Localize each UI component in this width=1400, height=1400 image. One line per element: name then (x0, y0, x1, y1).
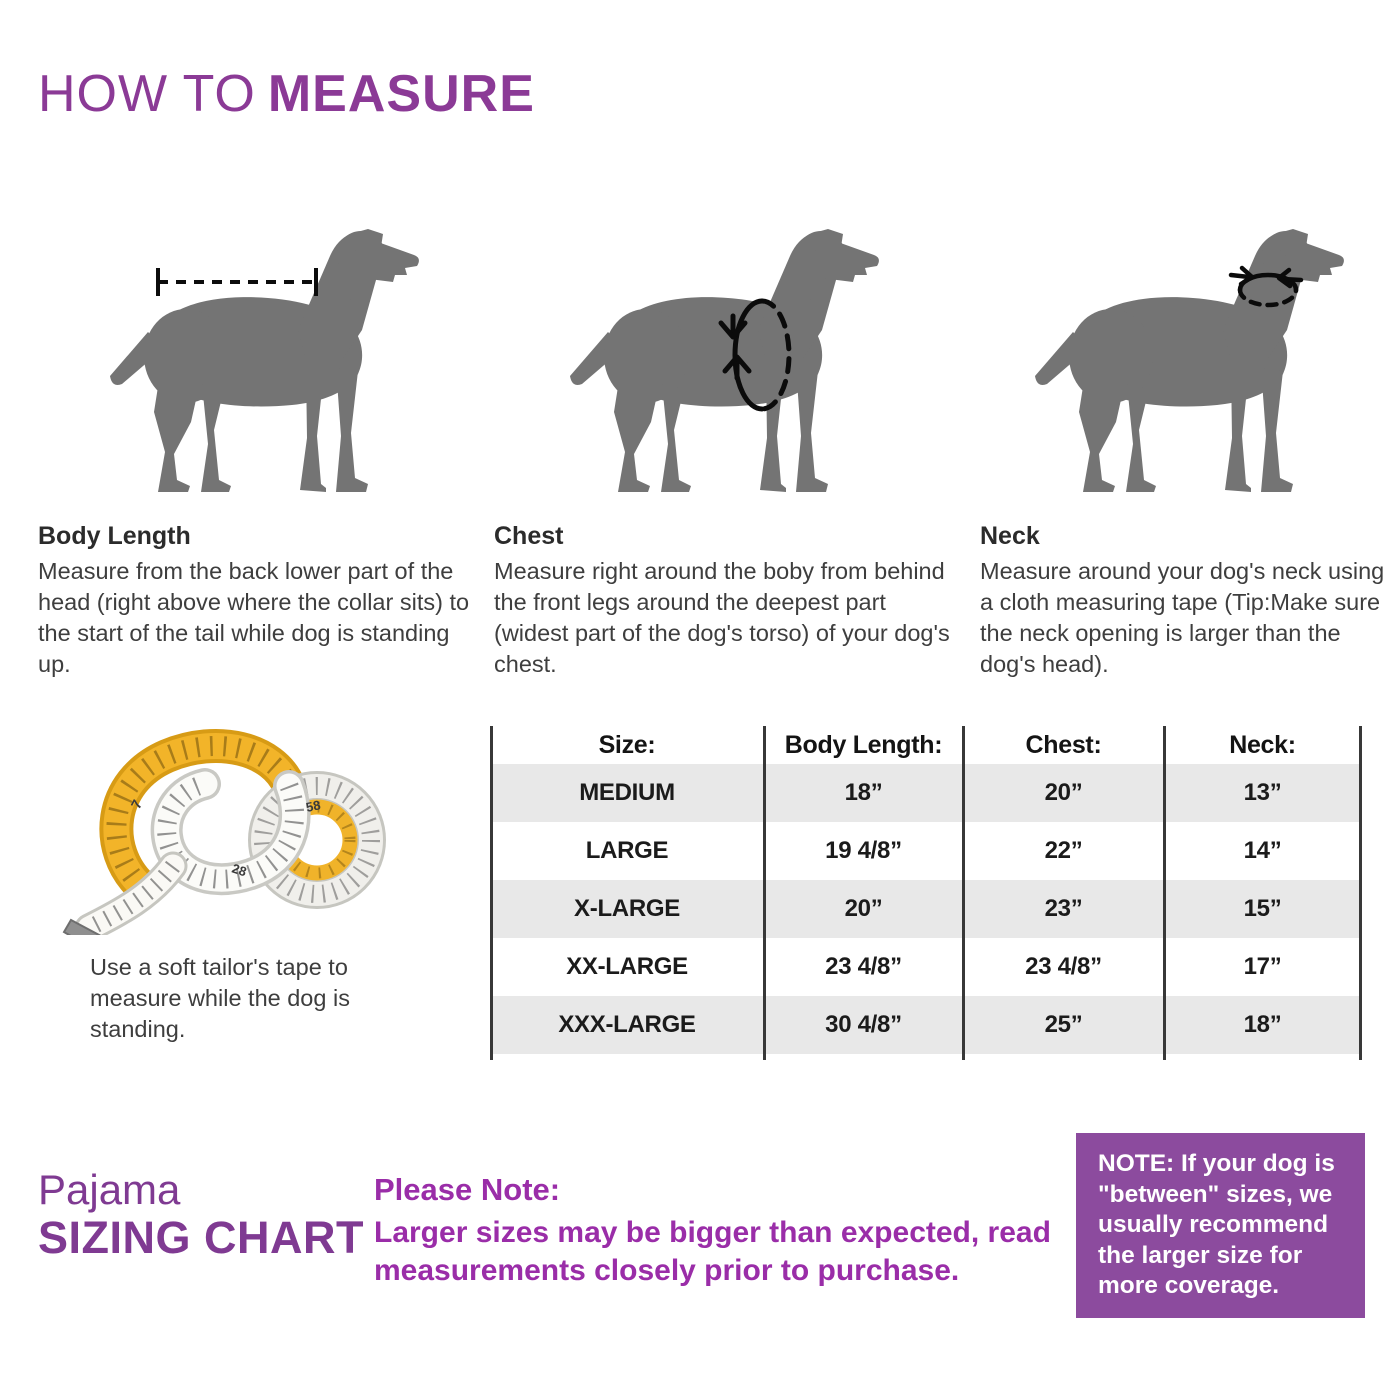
size-table-body: MEDIUM 18” 20” 13” LARGE 19 4/8” 22” 14” X-LARGE… (490, 764, 1362, 1054)
table-row: MEDIUM 18” 20” 13” (490, 764, 1362, 822)
dog-figure-body-length (100, 218, 450, 518)
measurement-cell: 20” (844, 895, 883, 922)
measurement-cell: 18” (844, 779, 883, 806)
measurement-cell: 23 4/8” (825, 953, 902, 980)
dog-silhouette-icon (570, 229, 879, 492)
page-title-bold: MEASURE (267, 65, 535, 123)
svg-text:58: 58 (305, 797, 322, 815)
table-row: LARGE 19 4/8” 22” 14” (490, 822, 1362, 880)
product-name: Pajama (38, 1166, 181, 1213)
section-heading-body-length: Body Length (38, 522, 191, 550)
section-heading-chest: Chest (494, 522, 564, 550)
section-text-body-length: Measure from the back lower part of the … (38, 558, 470, 677)
size-table: Size: Body Length: Chest: Neck: MEDIUM 18… (490, 726, 1362, 1060)
measurement-cell: 13” (1243, 779, 1282, 806)
table-row: XXX-LARGE 30 4/8” 25” 18” (490, 996, 1362, 1054)
table-row: XX-LARGE 23 4/8” 23 4/8” 17” (490, 938, 1362, 996)
measurement-cell: 18” (1243, 1011, 1282, 1038)
tape-note: Use a soft tailor's tape to measure whil… (90, 954, 350, 1042)
dog-silhouette-icon (1035, 229, 1344, 492)
section-text-chest: Measure right around the boby from behin… (494, 558, 950, 677)
note-box-text: NOTE: If your dog is "between" sizes, we… (1098, 1150, 1335, 1299)
size-cell: XX-LARGE (566, 953, 688, 980)
measurement-cell: 23 4/8” (1025, 953, 1102, 980)
column-header-neck: Neck: (1229, 730, 1296, 759)
tape-measure-illustration: 7 28 58 (55, 690, 400, 951)
table-divider (1163, 726, 1166, 1060)
column-header-body-length: Body Length: (784, 730, 943, 759)
measurement-cell: 15” (1243, 895, 1282, 922)
size-cell: X-LARGE (574, 895, 680, 922)
chest-measure-ellipse (718, 298, 792, 412)
neck-measure-ellipse (1228, 265, 1304, 308)
measurement-cell: 17” (1243, 953, 1282, 980)
sizing-chart-label: SIZING CHART (38, 1212, 364, 1263)
table-divider (490, 726, 493, 1060)
please-note-heading: Please Note: (374, 1172, 561, 1207)
dog-silhouette-icon (110, 229, 419, 492)
size-cell: LARGE (585, 837, 669, 864)
measurement-cell: 19 4/8” (825, 837, 902, 864)
please-note-body: Larger sizes may be bigger than expected… (374, 1216, 1051, 1287)
svg-text:28: 28 (230, 861, 248, 880)
table-row: X-LARGE 20” 23” 15” (490, 880, 1362, 938)
note-box: NOTE: If your dog is "between" sizes, we… (1076, 1133, 1365, 1318)
table-divider (962, 726, 965, 1060)
section-text-neck: Measure around your dog's neck using a c… (980, 558, 1385, 677)
page-title-light: HOW TO (38, 65, 256, 123)
size-cell: XXX-LARGE (558, 1011, 696, 1038)
page-title: HOW TO MEASURE (38, 64, 535, 124)
size-cell: MEDIUM (579, 779, 675, 806)
body-length-measure-line (156, 268, 318, 296)
measurement-cell: 20” (1044, 779, 1083, 806)
size-table-header: Size: Body Length: Chest: Neck: (490, 726, 1362, 764)
measurement-cell: 30 4/8” (825, 1011, 902, 1038)
table-divider (1359, 726, 1362, 1060)
column-header-chest: Chest: (1025, 730, 1102, 759)
measurement-cell: 22” (1044, 837, 1083, 864)
dog-figure-chest (560, 218, 910, 518)
table-divider (763, 726, 766, 1060)
tape-measure-icon: 7 28 58 (62, 729, 386, 951)
measurement-cell: 25” (1044, 1011, 1083, 1038)
dog-figure-neck (1025, 218, 1375, 518)
column-header-size: Size: (598, 730, 656, 759)
measurement-cell: 14” (1243, 837, 1282, 864)
measurement-cell: 23” (1044, 895, 1083, 922)
section-heading-neck: Neck (980, 522, 1040, 550)
